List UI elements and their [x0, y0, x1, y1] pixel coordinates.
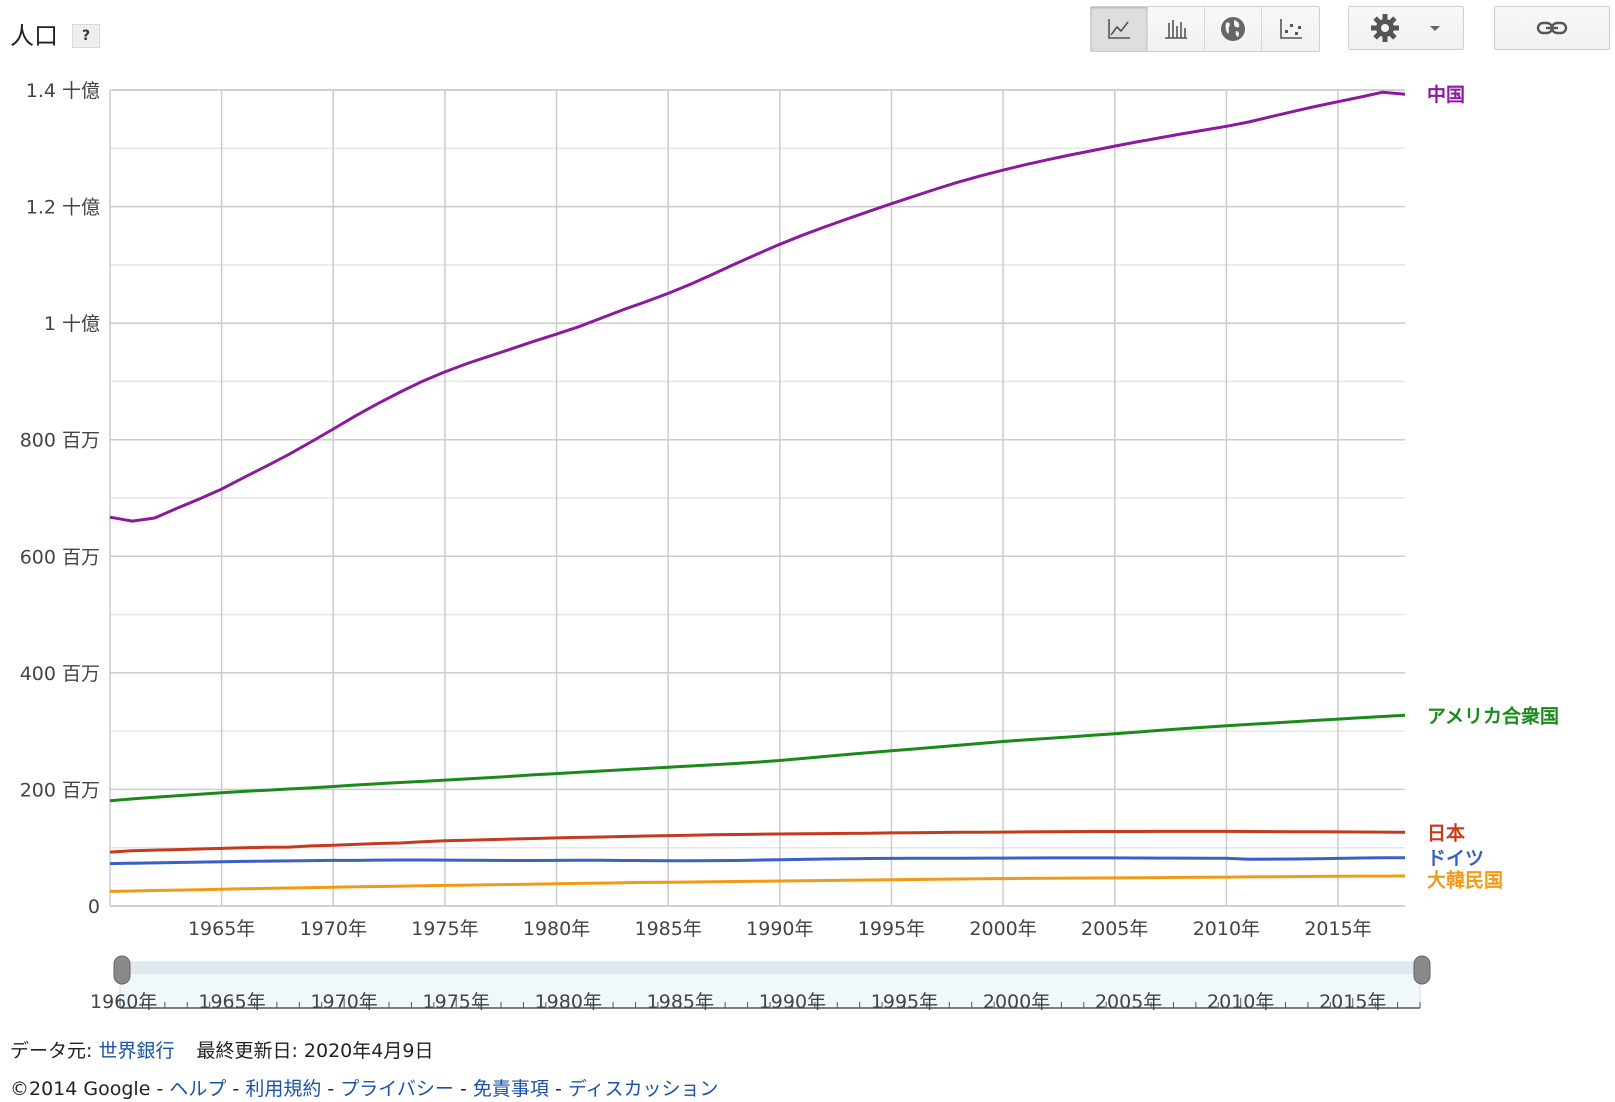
- range-tick-label: 2010年: [1207, 991, 1274, 1013]
- map-chart-button[interactable]: [1205, 7, 1262, 51]
- y-tick-label: 600 百万: [20, 546, 100, 568]
- range-tick-label: 1980年: [535, 991, 602, 1013]
- x-tick-label: 1985年: [635, 918, 702, 940]
- x-tick-label: 1995年: [858, 918, 925, 940]
- range-start-handle[interactable]: [113, 955, 131, 985]
- series-label[interactable]: 大韓民国: [1427, 869, 1503, 892]
- x-tick-label: 1970年: [300, 918, 367, 940]
- footer-separator: -: [156, 1078, 164, 1100]
- privacy-link[interactable]: プライバシー: [340, 1078, 454, 1100]
- series-label[interactable]: 中国: [1427, 83, 1465, 106]
- series-line[interactable]: [109, 90, 1406, 523]
- chart-type-toolbar: [1090, 6, 1320, 52]
- gear-icon: [1371, 14, 1399, 42]
- range-tick-label: 1965年: [198, 991, 265, 1013]
- source-prefix: データ元:: [10, 1040, 93, 1062]
- footer: ©2014 Google - ヘルプ - 利用規約 - プライバシー - 免責事…: [10, 1074, 719, 1101]
- series-label[interactable]: アメリカ合衆国: [1427, 704, 1559, 727]
- line-chart-button[interactable]: [1091, 7, 1148, 51]
- population-line-chart: 1965年 1970年 1975年 1980年 1985年 1990年 1995年 2000年…: [20, 80, 1559, 1013]
- page-title: 人口: [10, 22, 58, 50]
- link-icon: [1536, 21, 1568, 35]
- settings-button[interactable]: [1348, 6, 1464, 50]
- range-tick-label: 2000年: [983, 991, 1050, 1013]
- x-tick-label: 2005年: [1081, 918, 1148, 940]
- x-tick-label: 1980年: [523, 918, 590, 940]
- data-source: データ元: 世界銀行 最終更新日: 2020年4月9日: [10, 1036, 433, 1063]
- globe-icon: [1221, 17, 1245, 41]
- help-button[interactable]: ?: [72, 24, 100, 48]
- y-tick-label: 1.2 十億: [26, 197, 100, 219]
- y-tick-label: 1.4 十億: [26, 80, 100, 102]
- series-line[interactable]: [109, 856, 1406, 866]
- footer-separator: -: [232, 1078, 240, 1100]
- footer-separator: -: [554, 1078, 562, 1100]
- last-updated: 最終更新日: 2020年4月9日: [196, 1040, 434, 1062]
- x-tick-label: 2010年: [1193, 918, 1260, 940]
- series-label[interactable]: ドイツ: [1427, 848, 1484, 870]
- footer-separator: -: [459, 1078, 467, 1100]
- y-tick-label: 800 百万: [20, 430, 100, 452]
- x-tick-label: 1990年: [746, 918, 813, 940]
- range-tick-label: 2005年: [1095, 991, 1162, 1013]
- series-line[interactable]: [109, 874, 1406, 893]
- bar-chart-button[interactable]: [1148, 7, 1205, 51]
- range-tick-label: 1970年: [310, 991, 377, 1013]
- scatter-chart-button[interactable]: [1262, 7, 1319, 51]
- share-link-button[interactable]: [1494, 6, 1610, 50]
- source-provider-link[interactable]: 世界銀行: [98, 1040, 175, 1062]
- series-line[interactable]: [109, 713, 1406, 803]
- copyright: ©2014 Google: [10, 1078, 151, 1100]
- disclaimer-link[interactable]: 免責事項: [472, 1078, 549, 1100]
- range-tick-label: 2015年: [1319, 991, 1386, 1013]
- series-label[interactable]: 日本: [1427, 821, 1465, 844]
- footer-separator: -: [327, 1078, 335, 1100]
- y-tick-label: 200 百万: [20, 779, 100, 801]
- x-tick-label: 1975年: [411, 918, 478, 940]
- range-start-label: 1960年: [90, 991, 157, 1013]
- y-tick-label: 1 十億: [44, 313, 100, 335]
- caret-down-icon: [1430, 26, 1440, 31]
- terms-link[interactable]: 利用規約: [245, 1078, 322, 1100]
- range-tick-label: 1990年: [759, 991, 826, 1013]
- range-tick-label: 1995年: [871, 991, 938, 1013]
- x-tick-label: 2000年: [969, 918, 1036, 940]
- help-link[interactable]: ヘルプ: [169, 1078, 227, 1100]
- x-tick-label: 1965年: [188, 918, 255, 940]
- range-tick-label: 1975年: [423, 991, 490, 1013]
- range-selection-bar[interactable]: [120, 962, 1420, 974]
- discussion-link[interactable]: ディスカッション: [567, 1078, 719, 1100]
- scatter-chart-icon: [1279, 19, 1302, 39]
- range-tick-label: 1985年: [647, 991, 714, 1013]
- y-tick-label: 0: [88, 896, 100, 918]
- range-end-handle[interactable]: [1413, 955, 1431, 985]
- bar-chart-icon: [1165, 20, 1187, 39]
- x-tick-label: 2015年: [1304, 918, 1371, 940]
- line-chart-icon: [1108, 19, 1130, 39]
- series-line[interactable]: [109, 829, 1406, 854]
- y-tick-label: 400 百万: [20, 663, 100, 685]
